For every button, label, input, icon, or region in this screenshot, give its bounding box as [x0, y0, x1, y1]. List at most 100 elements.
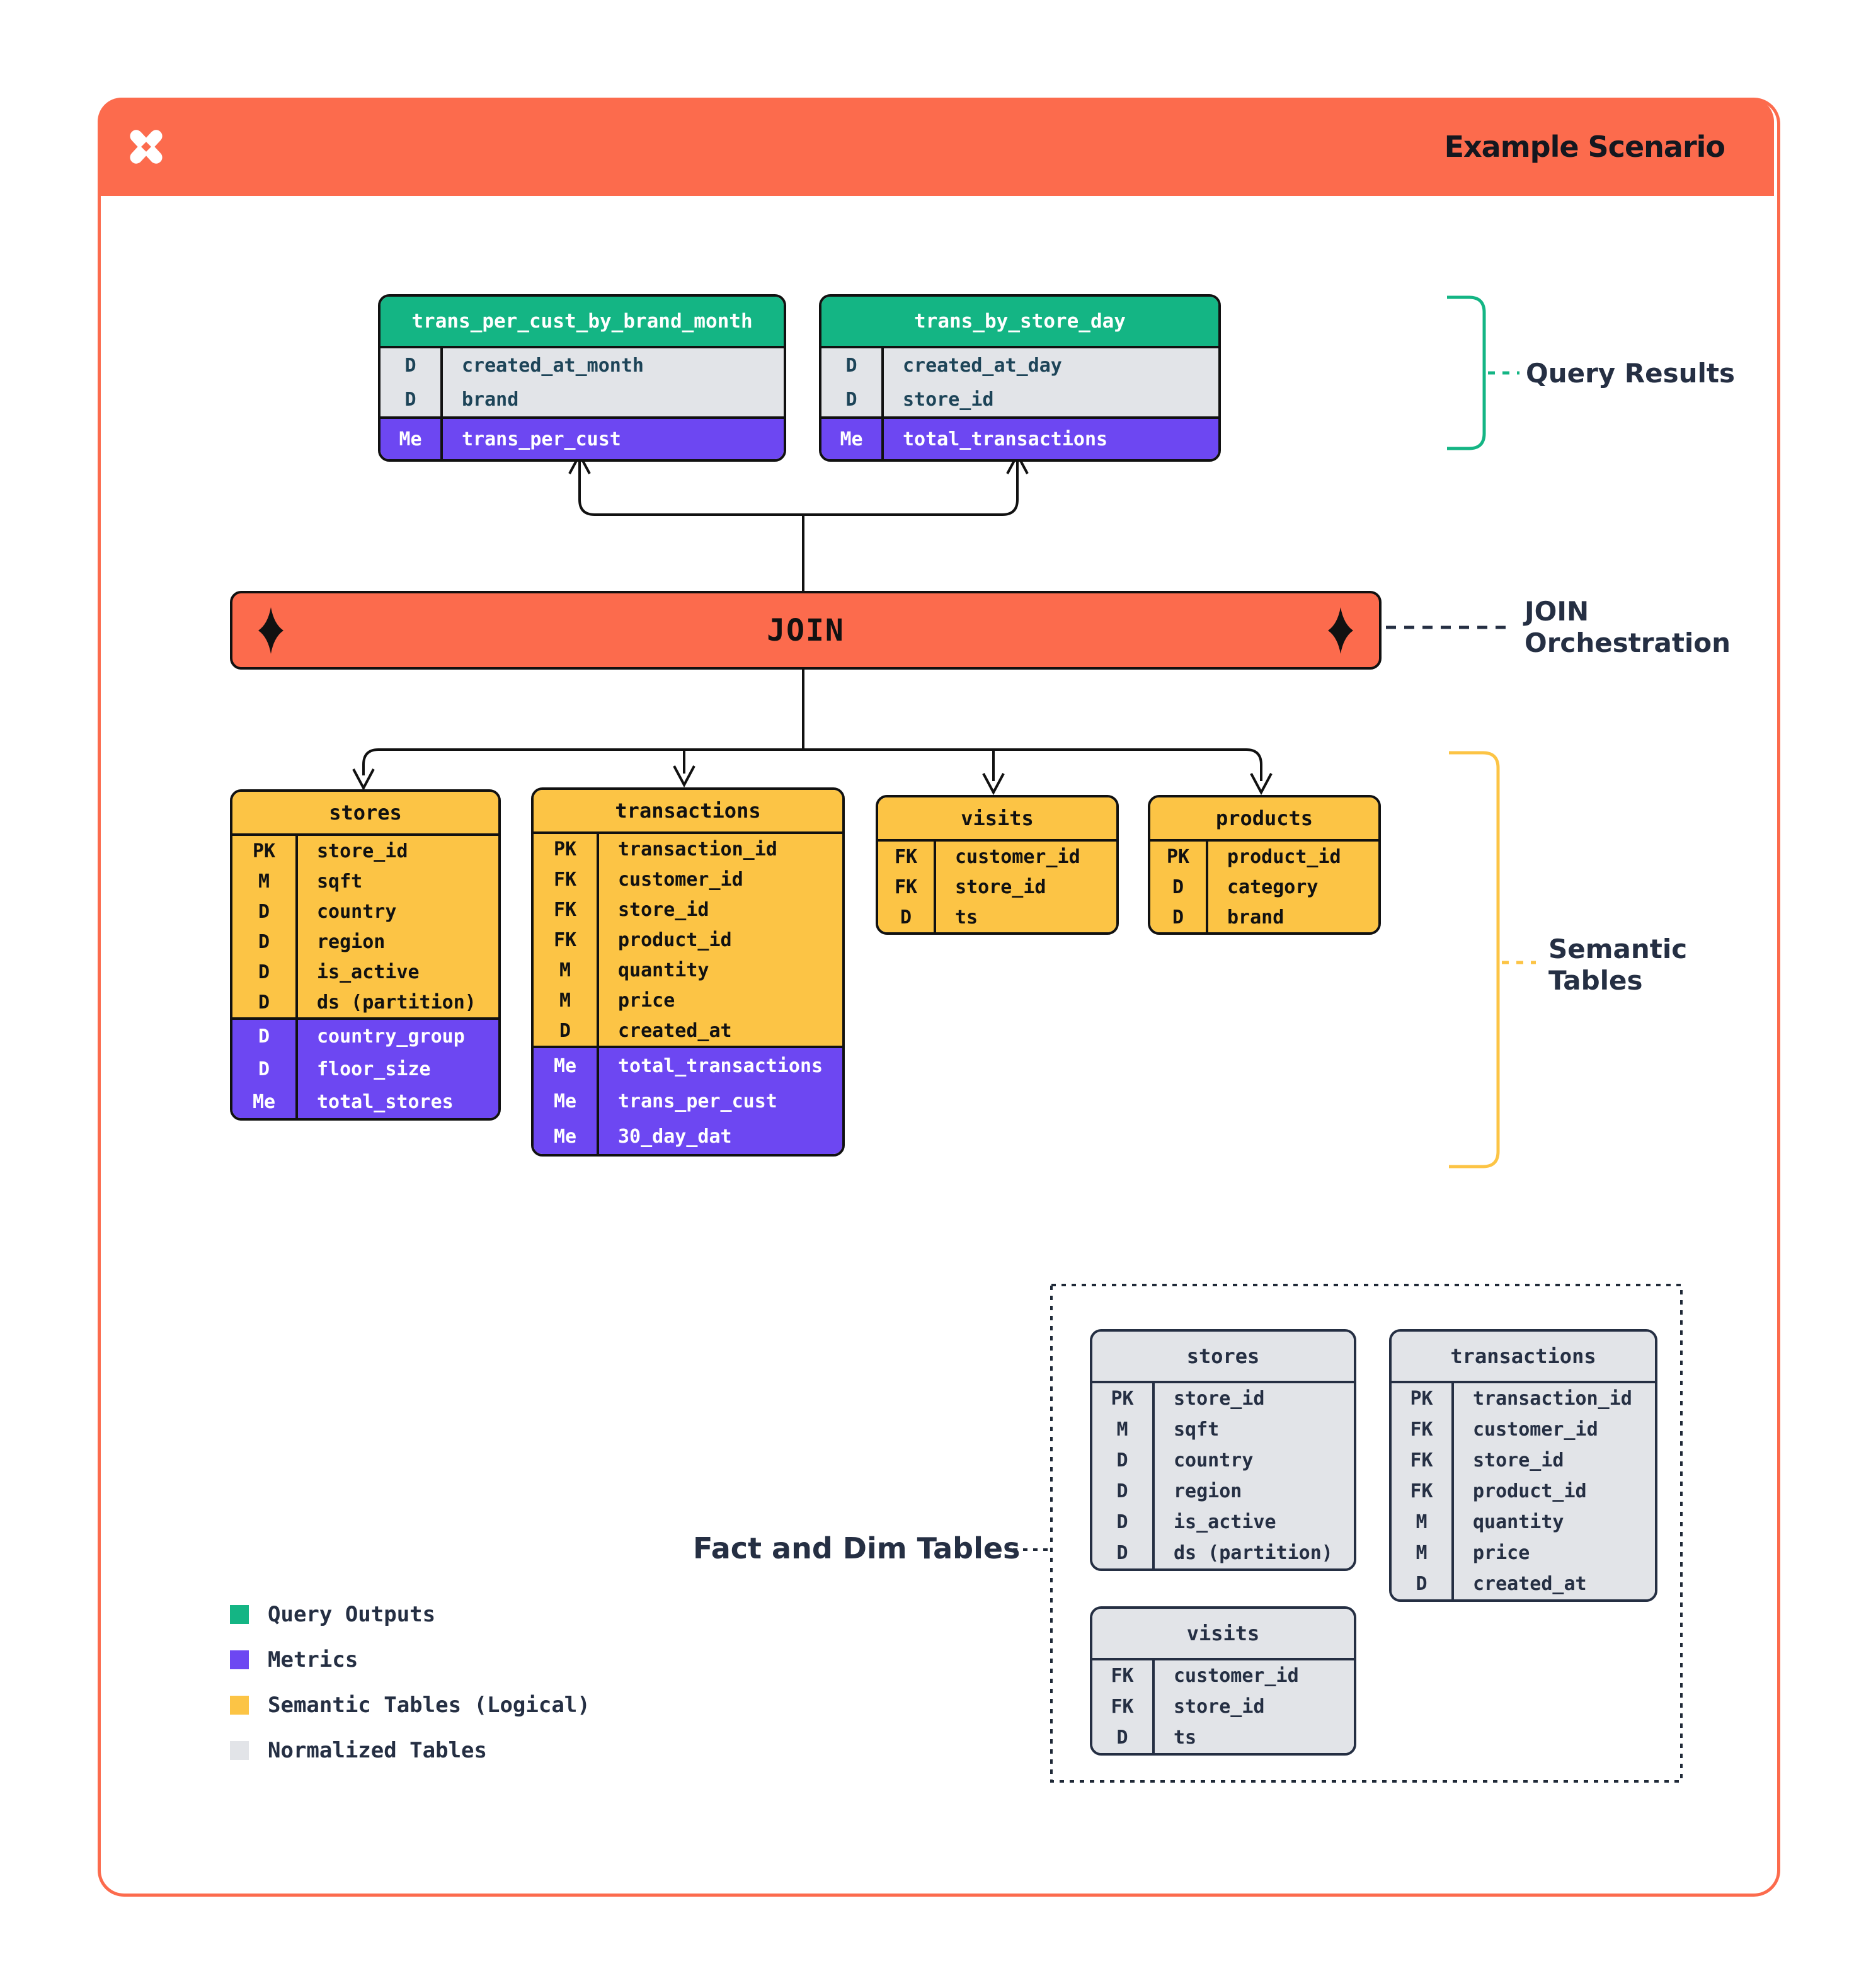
- row-key-badge: FK: [878, 872, 936, 902]
- row-field-name: store_id: [1473, 1449, 1564, 1471]
- table-row: FK store_id: [1392, 1445, 1655, 1476]
- normalized-table-transactions: transactions PK transaction_id FK customer_i…: [1389, 1329, 1657, 1602]
- row-field-name: brand: [462, 388, 519, 411]
- table-row: PK transaction_id: [1392, 1383, 1655, 1414]
- table-title: trans_by_store_day: [821, 297, 1218, 348]
- row-field-name: customer_id: [955, 845, 1080, 868]
- row-key-badge: FK: [534, 864, 599, 894]
- table-section-dim: PK transaction_id FK customer_id FK store_id F…: [534, 834, 842, 1046]
- table-section-metric: Me total_transactions: [821, 416, 1218, 459]
- row-field-name: trans_per_cust: [618, 1090, 777, 1112]
- row-key-badge: FK: [1392, 1414, 1454, 1445]
- row-field-name: brand: [1227, 906, 1285, 928]
- row-key-badge: PK: [1092, 1383, 1155, 1414]
- row-key-badge: D: [380, 348, 443, 382]
- row-key-badge: Me: [534, 1048, 599, 1083]
- row-key-badge: D: [534, 1015, 599, 1046]
- legend-label: Query Outputs: [268, 1602, 436, 1627]
- row-field-name: ds (partition): [1174, 1542, 1333, 1564]
- row-key-badge: PK: [534, 834, 599, 864]
- row-key-badge: Me: [232, 1085, 298, 1118]
- join-orchestration-label-line2: Orchestration: [1525, 627, 1731, 658]
- sparkle-icon: [1328, 607, 1353, 654]
- legend-swatch-gray: [230, 1741, 249, 1760]
- row-field-name: price: [1473, 1542, 1530, 1564]
- row-key-badge: M: [534, 955, 599, 985]
- row-field-name: customer_id: [1473, 1419, 1598, 1441]
- row-key-badge: FK: [1392, 1445, 1454, 1476]
- row-key-badge: PK: [1392, 1383, 1454, 1414]
- row-field-name: store_id: [1174, 1696, 1265, 1718]
- row-key-badge: FK: [1092, 1660, 1155, 1691]
- row-key-badge: M: [534, 985, 599, 1015]
- row-field-name: 30_day_dat: [618, 1125, 732, 1148]
- row-field-name: is_active: [1174, 1511, 1276, 1533]
- table-row: FK customer_id: [878, 842, 1116, 872]
- row-key-badge: D: [232, 987, 298, 1017]
- legend-item-semantic-tables: Semantic Tables (Logical): [230, 1693, 590, 1718]
- table-title: visits: [1092, 1609, 1354, 1660]
- table-row: PK store_id: [232, 836, 498, 866]
- row-field-name: floor_size: [317, 1058, 431, 1080]
- table-title: transactions: [1392, 1332, 1655, 1383]
- row-key-badge: Me: [380, 419, 443, 459]
- row-key-badge: FK: [1092, 1691, 1155, 1722]
- row-key-badge: Me: [534, 1083, 599, 1119]
- row-key-badge: D: [380, 382, 443, 416]
- row-key-badge: D: [1092, 1538, 1155, 1568]
- table-title: transactions: [534, 790, 842, 834]
- table-title: stores: [1092, 1332, 1354, 1383]
- table-row: PK transaction_id: [534, 834, 842, 864]
- legend-swatch-yellow: [230, 1696, 249, 1715]
- table-row: PK product_id: [1150, 842, 1378, 872]
- row-field-name: ds (partition): [317, 991, 476, 1014]
- row-field-name: region: [1174, 1480, 1242, 1502]
- row-key-badge: D: [1392, 1568, 1454, 1599]
- table-row: FK customer_id: [1392, 1414, 1655, 1445]
- join-orchestration-label: JOIN Orchestration: [1525, 596, 1731, 659]
- row-key-badge: D: [878, 902, 936, 932]
- legend-label: Normalized Tables: [268, 1738, 487, 1763]
- row-field-name: total_transactions: [618, 1054, 823, 1077]
- join-label: JOIN: [767, 612, 845, 648]
- table-section-metric: Me trans_per_cust: [380, 416, 784, 459]
- row-key-badge: PK: [1150, 842, 1208, 872]
- row-key-badge: M: [1392, 1538, 1454, 1568]
- row-field-name: product_id: [1227, 845, 1341, 868]
- row-key-badge: D: [232, 1020, 298, 1053]
- row-field-name: sqft: [1174, 1419, 1220, 1441]
- row-key-badge: FK: [534, 894, 599, 925]
- row-field-name: quantity: [618, 959, 709, 981]
- row-field-name: created_at_month: [462, 354, 644, 377]
- row-field-name: store_id: [618, 898, 709, 921]
- row-key-badge: D: [1150, 872, 1208, 902]
- table-row: FK customer_id: [534, 864, 842, 894]
- legend-swatch-purple: [230, 1650, 249, 1669]
- row-field-name: store_id: [317, 840, 408, 862]
- semantic-tables-label-line2: Tables: [1548, 965, 1643, 996]
- row-field-name: customer_id: [618, 868, 743, 891]
- sparkle-icon: [258, 607, 283, 654]
